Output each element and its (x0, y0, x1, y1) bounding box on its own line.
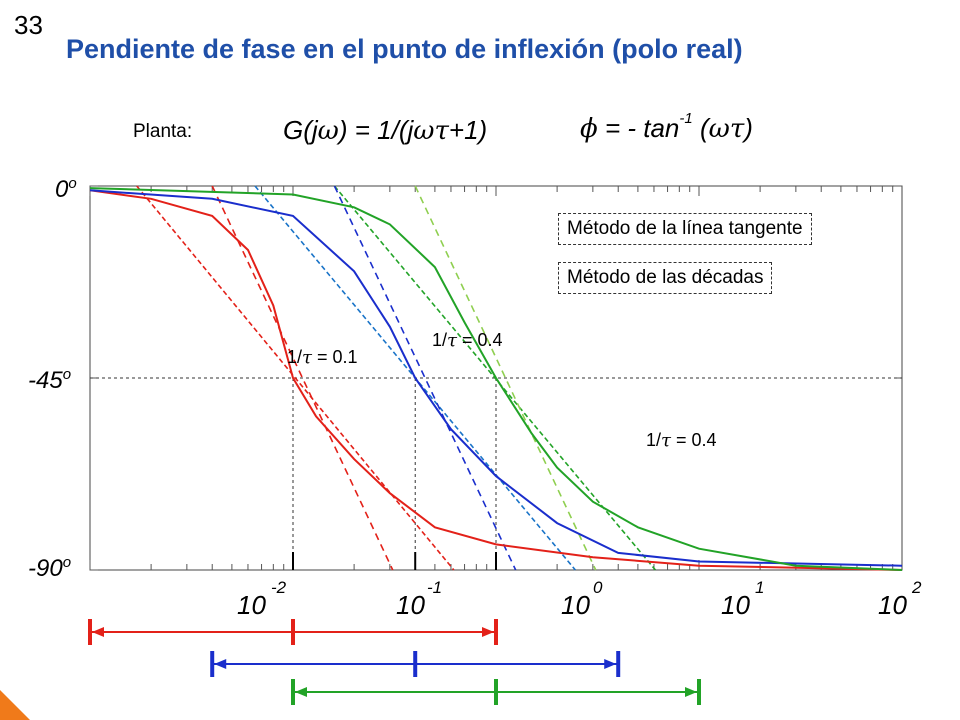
phase-formula: ϕ = - tan-1 (ωτ) (580, 110, 753, 144)
y-tick-label-minus45: -45o (28, 366, 72, 394)
decade-range-arrow-right-1 (604, 659, 617, 669)
annotation-blue-corner: 1/τ = 0.4 (432, 330, 503, 351)
phase-curve-1 (89, 189, 903, 567)
decade-range-arrow-left-1 (214, 659, 227, 669)
transfer-function: G(jω) = 1/(jωτ+1) (283, 115, 488, 146)
decade-line-0 (211, 185, 394, 571)
x-tick-label-1e-1: 10 -1 (396, 578, 443, 620)
legend-tangent-method: Método de la línea tangente (558, 213, 812, 245)
phase-curve-2 (89, 187, 903, 571)
decade-range-arrow-right-0 (482, 627, 494, 637)
decade-range-arrow-left-2 (295, 687, 307, 697)
decade-line-2 (414, 185, 597, 571)
corner-decoration (0, 690, 30, 720)
legend-decades-method: Método de las décadas (558, 262, 773, 294)
x-tick-label-1e-2: 10 -2 (237, 578, 287, 620)
x-tick-label-1e2: 10 2 (878, 578, 922, 620)
x-tick-label-1e0: 10 0 (561, 578, 603, 620)
x-tick-label-1e1: 10 1 (721, 578, 765, 620)
slide-title: Pendiente de fase en el punto de inflexi… (66, 34, 743, 64)
y-tick-label-minus90: -90o (28, 554, 72, 582)
planta-label: Planta: (133, 121, 193, 142)
y-tick-label-0: 0o (55, 175, 77, 203)
decade-line-1 (333, 185, 517, 571)
slide-number: 33 (14, 10, 43, 40)
annotation-green-corner: 1/τ = 0.4 (646, 430, 717, 451)
annotation-red-corner: 1/τ = 0.1 (287, 347, 358, 368)
decade-range-arrow-left-0 (92, 627, 104, 637)
phase-curve-0 (89, 189, 903, 571)
decade-range-arrow-right-2 (685, 687, 697, 697)
tangent-line-0 (136, 185, 455, 571)
